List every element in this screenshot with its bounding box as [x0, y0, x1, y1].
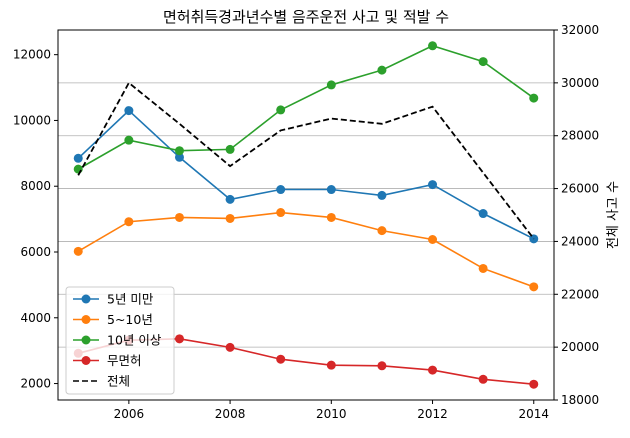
legend-label-0: 5년 미만 — [107, 292, 154, 307]
chart-title: 면허취득경과년수별 음주운전 사고 및 적발 수 — [163, 8, 449, 26]
data-point-2-2010 — [327, 80, 336, 89]
x-tick-label-2014: 2014 — [518, 407, 549, 421]
data-point-1-2010 — [327, 213, 336, 222]
data-point-1-2007 — [175, 213, 184, 222]
legend-label-3: 무면허 — [107, 353, 142, 368]
data-point-0-2011 — [377, 191, 386, 200]
data-point-3-2014 — [529, 380, 538, 389]
x-tick-label-2006: 2006 — [114, 407, 145, 421]
right-tick-label-32000: 32000 — [561, 23, 599, 37]
right-tick-label-22000: 22000 — [561, 287, 599, 301]
data-point-3-2009 — [276, 355, 285, 364]
data-point-3-2008 — [226, 343, 235, 352]
data-point-3-2007 — [175, 334, 184, 343]
left-tick-label-12000: 12000 — [13, 48, 51, 62]
data-point-2-2007 — [175, 146, 184, 155]
data-point-0-2009 — [276, 185, 285, 194]
data-point-2-2011 — [377, 66, 386, 75]
x-tick-label-2008: 2008 — [215, 407, 246, 421]
data-point-2-2008 — [226, 145, 235, 154]
data-point-2-2013 — [479, 57, 488, 66]
data-point-1-2006 — [124, 217, 133, 226]
right-tick-label-18000: 18000 — [561, 393, 599, 407]
legend-marker-2 — [82, 336, 91, 345]
data-point-0-2008 — [226, 195, 235, 204]
data-point-1-2011 — [377, 226, 386, 235]
data-point-0-2010 — [327, 185, 336, 194]
data-point-0-2005 — [74, 154, 83, 163]
legend-marker-0 — [82, 295, 91, 304]
right-tick-label-20000: 20000 — [561, 340, 599, 354]
data-point-1-2013 — [479, 264, 488, 273]
right-tick-label-26000: 26000 — [561, 182, 599, 196]
data-point-1-2012 — [428, 235, 437, 244]
left-tick-label-10000: 10000 — [13, 113, 51, 127]
right-tick-label-28000: 28000 — [561, 129, 599, 143]
data-point-3-2010 — [327, 361, 336, 370]
data-point-2-2006 — [124, 136, 133, 145]
data-point-0-2012 — [428, 180, 437, 189]
left-tick-label-8000: 8000 — [20, 179, 51, 193]
right-tick-label-30000: 30000 — [561, 76, 599, 90]
data-point-2-2012 — [428, 41, 437, 50]
data-point-1-2008 — [226, 214, 235, 223]
data-point-3-2012 — [428, 366, 437, 375]
x-tick-label-2010: 2010 — [316, 407, 347, 421]
legend-label-2: 10년 이상 — [107, 333, 162, 348]
data-point-2-2014 — [529, 94, 538, 103]
data-point-1-2009 — [276, 208, 285, 217]
legend-marker-1 — [82, 315, 91, 324]
left-tick-label-6000: 6000 — [20, 245, 51, 259]
data-point-2-2005 — [74, 165, 83, 174]
data-point-0-2013 — [479, 209, 488, 218]
right-tick-label-24000: 24000 — [561, 234, 599, 248]
data-point-1-2014 — [529, 282, 538, 291]
data-point-3-2013 — [479, 375, 488, 384]
data-point-0-2006 — [124, 106, 133, 115]
legend-label-1: 5~10년 — [107, 312, 153, 327]
legend-marker-3 — [82, 356, 91, 365]
left-tick-label-4000: 4000 — [20, 311, 51, 325]
data-point-1-2005 — [74, 247, 83, 256]
data-point-3-2011 — [377, 361, 386, 370]
x-tick-label-2012: 2012 — [417, 407, 448, 421]
data-point-2-2009 — [276, 105, 285, 114]
right-axis-title: 전체 사고 수 — [606, 181, 621, 249]
legend-label-4: 전체 — [107, 374, 130, 389]
left-tick-label-2000: 2000 — [20, 377, 51, 391]
